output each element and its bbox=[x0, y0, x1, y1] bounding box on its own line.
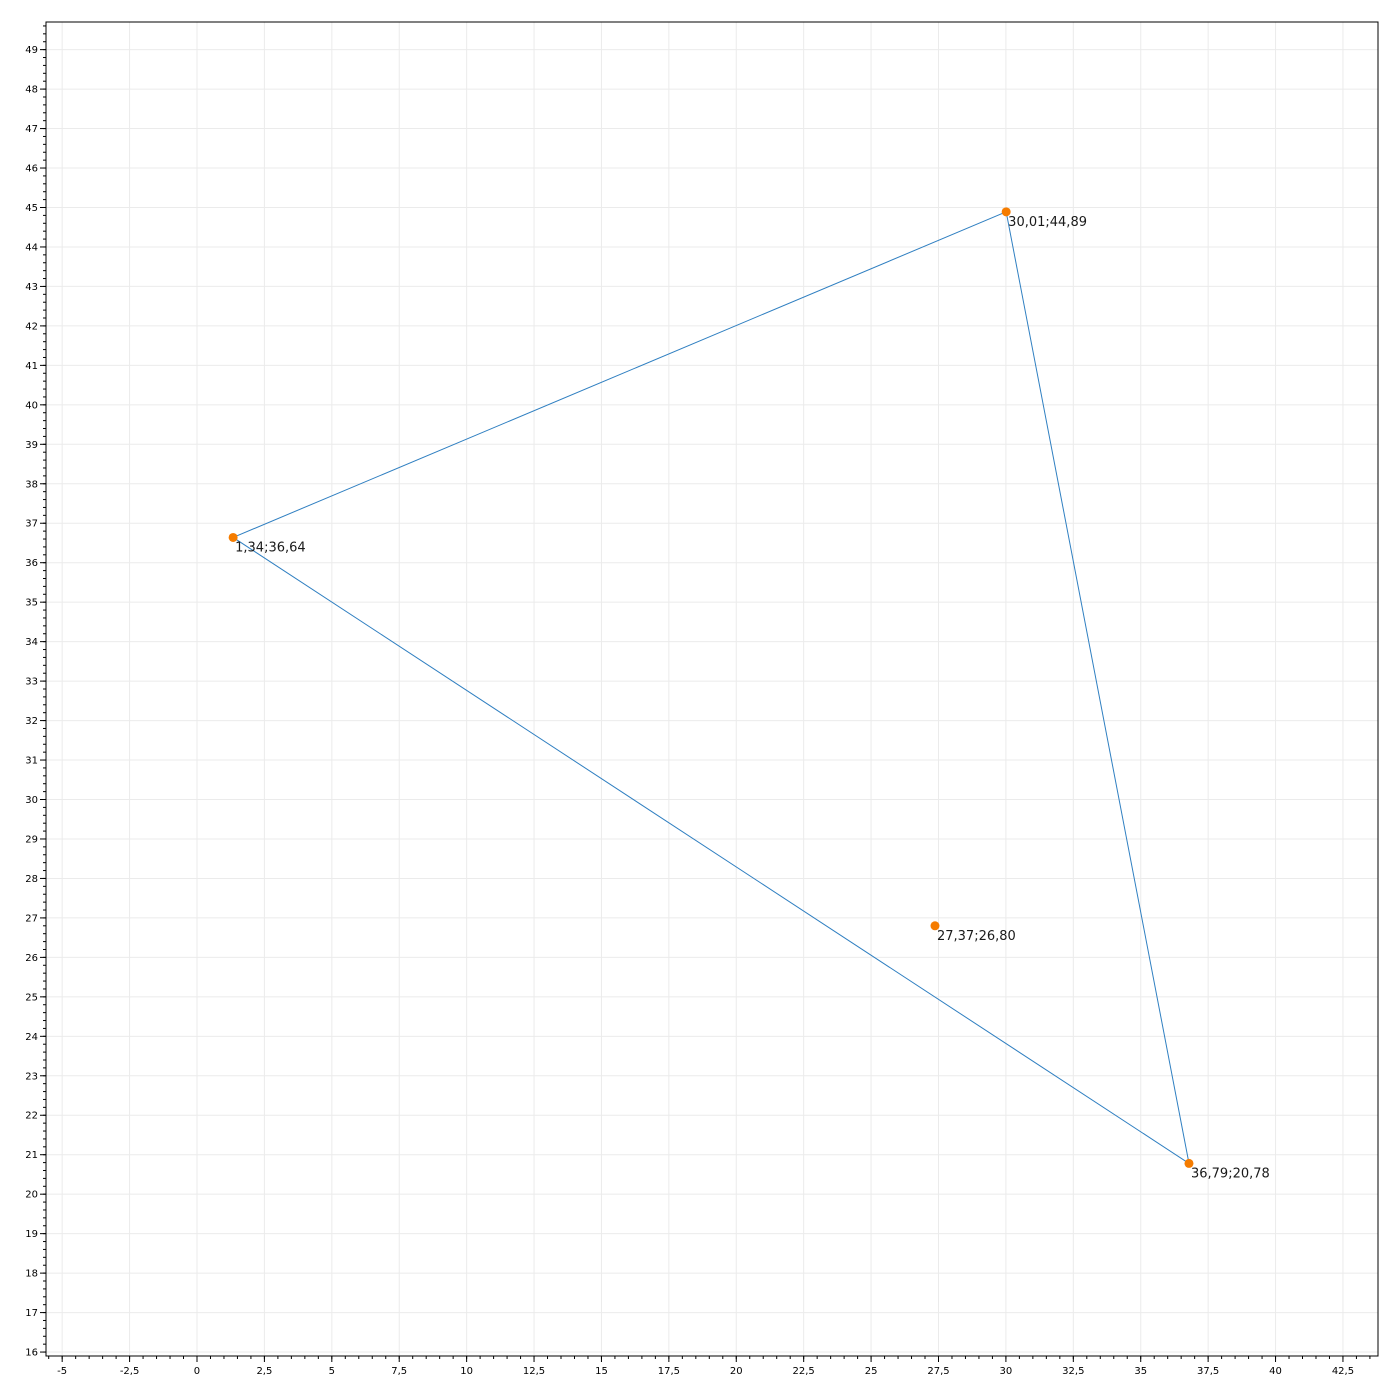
data-point bbox=[930, 921, 940, 931]
y-tick-label: 34 bbox=[25, 637, 38, 648]
y-tick-label: 42 bbox=[25, 321, 38, 332]
x-tick-label: 42,5 bbox=[1332, 1366, 1354, 1377]
x-tick-label: 15 bbox=[595, 1366, 608, 1377]
x-tick-label: 5 bbox=[329, 1366, 335, 1377]
y-tick-label: 49 bbox=[25, 45, 38, 56]
y-tick-label: 17 bbox=[25, 1308, 38, 1319]
y-tick-label: 22 bbox=[25, 1111, 38, 1122]
y-tick-label: 43 bbox=[25, 282, 38, 293]
y-tick-label: 23 bbox=[25, 1071, 38, 1082]
y-tick-label: 36 bbox=[25, 558, 38, 569]
data-point-label: 36,79;20,78 bbox=[1191, 1166, 1270, 1181]
x-tick-label: 20 bbox=[730, 1366, 743, 1377]
data-point bbox=[1001, 207, 1011, 217]
data-point bbox=[1184, 1158, 1194, 1168]
y-tick-label: 26 bbox=[25, 953, 38, 964]
x-tick-label: 0 bbox=[194, 1366, 200, 1377]
plot-background bbox=[46, 22, 1378, 1356]
x-tick-label: 40 bbox=[1269, 1366, 1282, 1377]
x-tick-label: 12,5 bbox=[523, 1366, 545, 1377]
y-axis: 16 17 18 19 20 21 22 23 24 25 26 27 28 29 30 31 32 33 34 35… bbox=[25, 25, 46, 1359]
data-point bbox=[228, 532, 238, 542]
x-tick-label: 32,5 bbox=[1062, 1366, 1084, 1377]
grid bbox=[46, 22, 1378, 1356]
y-tick-label: 16 bbox=[25, 1348, 38, 1359]
data-point-label: 1,34;36,64 bbox=[235, 540, 306, 555]
x-tick-label: -5 bbox=[57, 1366, 67, 1377]
x-tick-label: 37,5 bbox=[1197, 1366, 1219, 1377]
data-point-label: 27,37;26,80 bbox=[937, 929, 1016, 944]
x-tick-label: 17,5 bbox=[658, 1366, 680, 1377]
y-tick-label: 33 bbox=[25, 677, 38, 688]
y-tick-label: 20 bbox=[25, 1190, 38, 1201]
triangle-outline bbox=[232, 211, 1190, 1165]
x-tick-label: 25 bbox=[865, 1366, 878, 1377]
x-tick-label: 27,5 bbox=[927, 1366, 949, 1377]
y-tick-label: 32 bbox=[25, 716, 38, 727]
x-tick-label: 2,5 bbox=[256, 1366, 272, 1377]
y-tick-label: 25 bbox=[25, 992, 38, 1003]
x-tick-label: 7,5 bbox=[391, 1366, 407, 1377]
y-tick-label: 35 bbox=[25, 598, 38, 609]
y-tick-label: 19 bbox=[25, 1229, 38, 1240]
x-tick-label: -2,5 bbox=[120, 1366, 140, 1377]
y-tick-label: 27 bbox=[25, 913, 38, 924]
y-tick-label: 38 bbox=[25, 479, 38, 490]
y-tick-label: 48 bbox=[25, 85, 38, 96]
y-tick-label: 29 bbox=[25, 834, 38, 845]
y-tick-label: 47 bbox=[25, 124, 38, 135]
x-tick-label: 10 bbox=[460, 1366, 473, 1377]
point-labels: 1,34;36,64 30,01;44,89 36,79;20,78 27,37;26… bbox=[235, 215, 1270, 1182]
y-tick-label: 39 bbox=[25, 440, 38, 451]
x-tick-label: 35 bbox=[1134, 1366, 1147, 1377]
x-tick-label: 22,5 bbox=[793, 1366, 815, 1377]
y-tick-label: 21 bbox=[25, 1150, 38, 1161]
y-tick-label: 41 bbox=[25, 361, 38, 372]
polygon-layer bbox=[232, 211, 1190, 1165]
x-tick-label: 30 bbox=[1000, 1366, 1013, 1377]
y-tick-label: 28 bbox=[25, 874, 38, 885]
y-tick-label: 31 bbox=[25, 756, 38, 767]
y-tick-label: 40 bbox=[25, 400, 38, 411]
x-axis: -5 -2,5 0 2,5 5 7,5 10 12,5 15 17,5 20 22,5 25 27,5 30… bbox=[48, 1356, 1371, 1377]
y-tick-label: 30 bbox=[25, 795, 38, 806]
data-point-label: 30,01;44,89 bbox=[1008, 215, 1087, 230]
y-tick-label: 24 bbox=[25, 1032, 38, 1043]
y-tick-label: 18 bbox=[25, 1269, 38, 1280]
y-tick-label: 37 bbox=[25, 519, 38, 530]
y-tick-label: 45 bbox=[25, 203, 38, 214]
y-tick-label: 44 bbox=[25, 242, 38, 253]
y-tick-label: 46 bbox=[25, 164, 38, 175]
points-layer bbox=[228, 207, 1194, 1168]
